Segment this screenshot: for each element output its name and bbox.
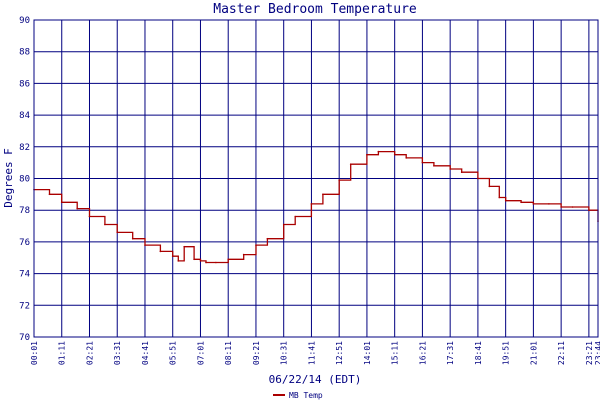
data-point <box>193 258 195 261</box>
data-point <box>504 199 507 202</box>
x-tick-label: 19:51 <box>502 341 511 365</box>
x-tick-label: 10:31 <box>280 341 289 365</box>
x-tick-label: 18:41 <box>474 341 483 365</box>
series-line-mb-temp <box>34 150 599 264</box>
y-tick-label: 74 <box>19 270 30 280</box>
x-tick-label: 02:21 <box>85 341 94 365</box>
data-point <box>294 215 297 218</box>
data-point <box>60 201 63 204</box>
y-tick-label: 80 <box>19 175 30 185</box>
data-point <box>338 179 341 181</box>
data-point <box>131 237 134 240</box>
legend-label: MB Temp <box>289 391 323 400</box>
x-tick-label: 00:01 <box>30 341 39 365</box>
data-point <box>215 261 217 264</box>
data-point <box>488 185 491 188</box>
x-tick-label: 12:51 <box>335 341 344 365</box>
data-point <box>433 165 435 167</box>
y-tick-label: 82 <box>19 143 30 153</box>
legend: MB Temp <box>273 391 323 400</box>
chart-title: Master Bedroom Temperature <box>213 2 417 17</box>
data-point <box>498 196 501 199</box>
x-tick-label: 08:11 <box>224 341 233 365</box>
x-tick-label: 22:11 <box>557 341 566 365</box>
y-tick-label: 76 <box>19 238 30 248</box>
x-tick-label: 01:11 <box>58 341 67 365</box>
x-tick-label: 07:01 <box>196 341 205 365</box>
x-tick-label: 14:01 <box>363 341 372 365</box>
x-tick-label: 09:21 <box>252 341 261 365</box>
data-point <box>322 193 324 196</box>
data-point <box>242 253 245 256</box>
x-tick-label: 23:44 <box>594 341 600 365</box>
data-point <box>48 193 51 196</box>
data-point <box>76 207 78 210</box>
data-point <box>144 244 146 246</box>
y-tick-label: 84 <box>19 111 30 121</box>
x-tick-label: 03:31 <box>113 341 122 365</box>
data-point <box>421 161 424 164</box>
data-point <box>520 201 522 204</box>
y-tick-label: 72 <box>19 301 30 311</box>
y-tick-label: 78 <box>19 206 30 216</box>
data-point <box>177 260 180 262</box>
y-tick-label: 86 <box>19 79 30 89</box>
data-point <box>171 255 174 257</box>
data-point <box>227 258 229 261</box>
data-point <box>116 231 118 234</box>
data-point <box>183 245 185 248</box>
data-point <box>477 177 479 180</box>
data-point <box>548 203 550 205</box>
x-tick-label: 11:41 <box>307 341 316 365</box>
data-point <box>571 206 574 208</box>
data-point <box>104 223 106 226</box>
x-tick-label: 16:21 <box>418 341 427 365</box>
data-point <box>282 223 285 226</box>
data-point <box>205 261 207 264</box>
data-point <box>159 250 162 253</box>
data-point <box>377 150 380 153</box>
y-axis-label: Degrees F <box>2 148 15 208</box>
x-tick-label: 21:01 <box>529 341 538 365</box>
y-tick-label: 70 <box>19 333 30 343</box>
x-tick-labels: 00:01 01:11 02:21 03:31 04:41 05:51 07:01 08:11… <box>30 341 600 365</box>
data-point <box>560 206 562 208</box>
plot-frame <box>33 19 599 338</box>
x-tick-label: 05:51 <box>169 341 178 365</box>
data-point <box>88 215 91 218</box>
x-tick-label: 15:11 <box>391 341 400 365</box>
data-point <box>199 260 202 262</box>
y-tick-label: 88 <box>19 48 30 58</box>
y-tick-labels: 70 72 74 76 78 80 82 84 86 88 90 <box>19 16 30 343</box>
data-point <box>588 209 590 211</box>
data-point <box>405 157 408 159</box>
x-tick-label: 04:41 <box>141 341 150 365</box>
x-tick-label: 17:31 <box>446 341 455 365</box>
series-layer <box>33 150 599 264</box>
data-point <box>393 153 396 156</box>
data-point <box>310 203 313 205</box>
data-point <box>532 203 535 205</box>
data-point <box>349 163 352 165</box>
x-axis-label: 06/22/14 (EDT) <box>269 373 362 386</box>
data-point <box>255 244 257 246</box>
y-tick-label: 90 <box>19 16 30 26</box>
data-point <box>449 168 452 170</box>
data-point <box>460 171 463 173</box>
x-tick-label: 23:21 <box>585 341 594 365</box>
data-point <box>366 153 368 156</box>
data-point <box>266 237 269 240</box>
